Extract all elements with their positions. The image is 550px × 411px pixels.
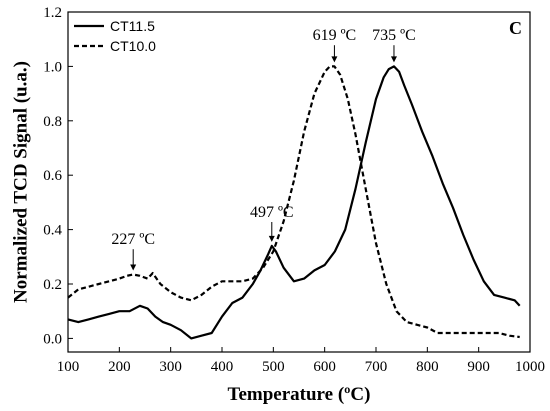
y-tick-label: 1.2 — [43, 5, 62, 21]
y-tick-label: 0.6 — [43, 168, 62, 184]
annotation-arrowhead — [390, 56, 397, 63]
x-tick-label: 700 — [365, 359, 388, 375]
x-tick-label: 900 — [467, 359, 490, 375]
annotation-label: 619 ºC — [313, 27, 357, 44]
annotations: 227 ºC 497 ºC 619 ºC 735 ºC — [111, 27, 416, 271]
legend: CT11.5 CT10.0 — [74, 18, 156, 54]
annotation-arrowhead — [130, 264, 137, 271]
series-line-ct10-0 — [67, 65, 520, 339]
x-tick-label: 400 — [211, 359, 234, 375]
annotation-label: 497 ºC — [250, 204, 294, 221]
annotation-arrowhead — [268, 235, 275, 242]
y-tick-label: 1.0 — [43, 59, 62, 75]
y-tick-label: 0.2 — [43, 277, 62, 293]
legend-label: CT11.5 — [110, 18, 155, 34]
x-tick-label: 300 — [159, 359, 182, 375]
annotation-arrowhead — [331, 56, 338, 63]
annotation-label: 227 ºC — [111, 231, 155, 248]
x-axis-title: Temperature (ºC) — [228, 384, 371, 405]
series-line-ct11-5 — [67, 65, 521, 340]
y-tick-label: 0.8 — [43, 114, 62, 130]
y-tick-label: 0.0 — [43, 331, 62, 347]
x-axis: 100 200 300 400 500 600 700 800 900 1000 — [57, 347, 545, 375]
x-tick-label: 100 — [57, 359, 80, 375]
legend-label: CT10.0 — [110, 38, 156, 54]
x-tick-label: 800 — [416, 359, 439, 375]
x-tick-label: 200 — [108, 359, 131, 375]
y-axis-title: Normalized TCD Signal (u.a.) — [11, 61, 32, 303]
plot-frame — [67, 11, 531, 353]
y-axis: 0.0 0.2 0.4 0.6 0.8 1.0 1.2 — [43, 5, 73, 347]
y-tick-label: 0.4 — [43, 223, 62, 239]
x-tick-label: 1000 — [515, 359, 545, 375]
x-tick-label: 600 — [313, 359, 336, 375]
panel-label: C — [509, 18, 522, 38]
annotation-label: 735 ºC — [372, 27, 416, 44]
plot-lines — [67, 65, 521, 340]
x-tick-label: 500 — [262, 359, 285, 375]
